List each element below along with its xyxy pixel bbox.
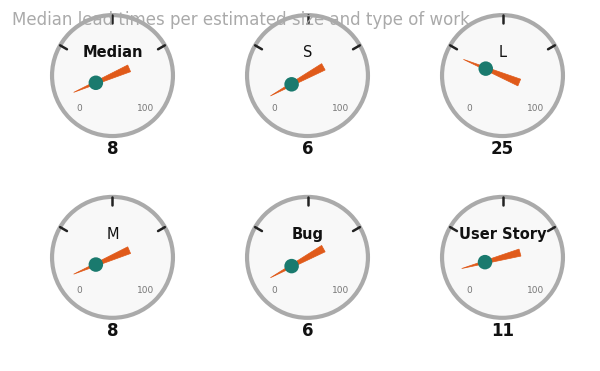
- Circle shape: [52, 15, 173, 136]
- Text: M: M: [106, 227, 119, 242]
- Circle shape: [247, 197, 368, 318]
- Text: 0: 0: [76, 104, 82, 114]
- Text: 100: 100: [137, 104, 154, 114]
- Circle shape: [89, 257, 103, 272]
- Text: 100: 100: [527, 286, 544, 295]
- Polygon shape: [74, 247, 131, 274]
- Polygon shape: [271, 246, 325, 278]
- Polygon shape: [461, 249, 521, 269]
- Text: 0: 0: [271, 286, 277, 295]
- Text: L: L: [499, 45, 506, 60]
- Text: 0: 0: [271, 104, 277, 114]
- Text: 0: 0: [466, 104, 472, 114]
- Text: 0: 0: [76, 286, 82, 295]
- Circle shape: [52, 197, 173, 318]
- Text: 8: 8: [107, 140, 118, 158]
- Text: 25: 25: [491, 140, 514, 158]
- Text: S: S: [303, 45, 312, 60]
- Polygon shape: [463, 59, 521, 86]
- Text: User Story: User Story: [459, 227, 546, 242]
- Text: 6: 6: [302, 140, 313, 158]
- Text: 100: 100: [137, 286, 154, 295]
- Circle shape: [247, 15, 368, 136]
- Circle shape: [442, 197, 563, 318]
- Text: 0: 0: [466, 286, 472, 295]
- Text: Median: Median: [82, 45, 143, 60]
- Circle shape: [284, 77, 299, 92]
- Circle shape: [478, 61, 493, 76]
- Polygon shape: [271, 64, 325, 96]
- Polygon shape: [74, 65, 131, 92]
- Circle shape: [89, 76, 103, 90]
- Text: 100: 100: [332, 286, 349, 295]
- Text: 8: 8: [107, 322, 118, 340]
- Circle shape: [478, 255, 492, 269]
- Circle shape: [284, 259, 299, 273]
- Text: Median lead times per estimated size and type of work: Median lead times per estimated size and…: [12, 11, 470, 29]
- Text: Bug: Bug: [292, 227, 323, 242]
- Text: 11: 11: [491, 322, 514, 340]
- Text: 100: 100: [527, 104, 544, 114]
- Text: 6: 6: [302, 322, 313, 340]
- Text: 100: 100: [332, 104, 349, 114]
- Circle shape: [442, 15, 563, 136]
